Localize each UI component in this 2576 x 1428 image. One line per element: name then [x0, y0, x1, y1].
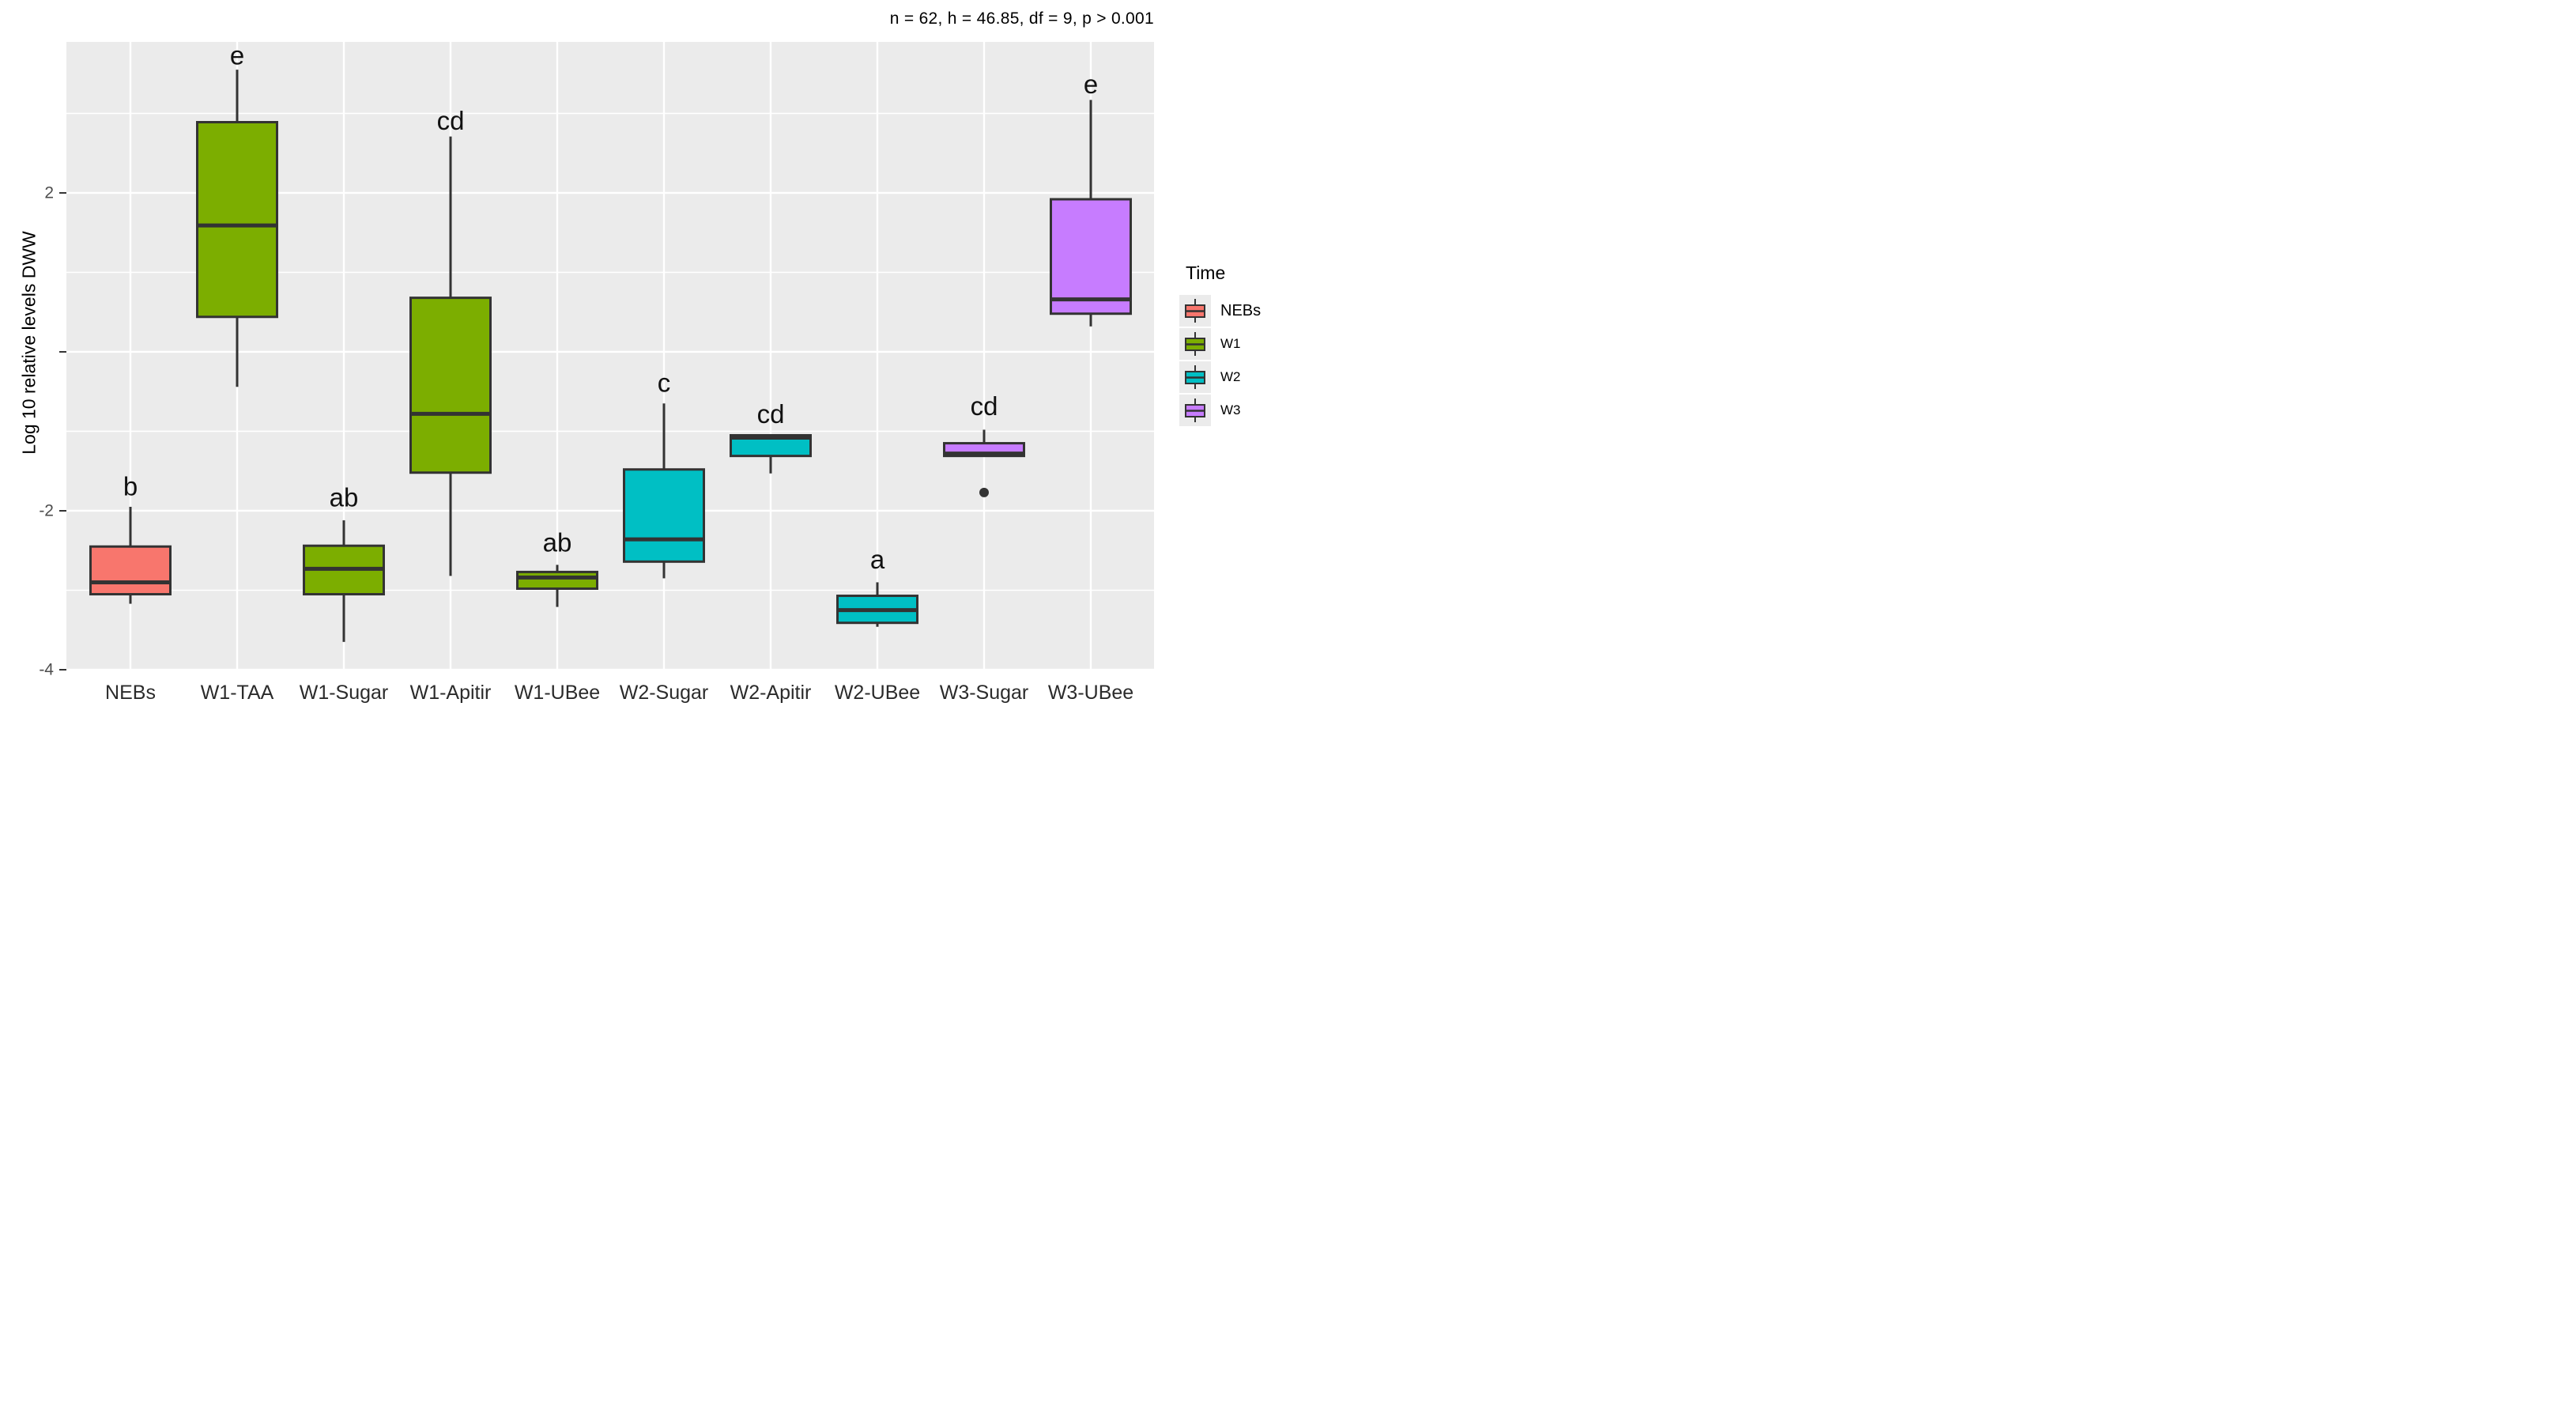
box-W2-Sugar [623, 468, 705, 563]
x-axis-label-W1-Apitir: W1-Apitir [410, 682, 492, 704]
x-axis-label-W1-TAA: W1-TAA [201, 682, 274, 704]
legend-key-glyph-W1 [1179, 328, 1211, 360]
y-tick-label: 2 [44, 183, 54, 202]
x-axis-label-W3-Sugar: W3-Sugar [940, 682, 1029, 704]
x-axis-label-W1-UBee: W1-UBee [515, 682, 600, 704]
significance-letter-W3-Sugar: cd [971, 391, 998, 421]
boxplot-chart: n = 62, h = 46.85, df = 9, p > 0.001 Log… [0, 0, 1288, 714]
outlier-point-W3-Sugar [979, 487, 989, 497]
significance-letter-W2-Sugar: c [658, 368, 671, 398]
x-axis-label-W3-UBee: W3-UBee [1048, 682, 1133, 704]
significance-letter-W1-Apitir: cd [437, 106, 465, 135]
legend-key-glyph-NEBs [1179, 295, 1211, 327]
legend-entry-W3: W3 [1179, 395, 1287, 426]
legend-key-glyph-W2 [1179, 361, 1211, 393]
x-axis-label-NEBs: NEBs [105, 682, 156, 704]
plot-area: 2 -2 -4 b NEBs e W1-TAA ab W1-Sugar cd W1-Apitir ab… [39, 41, 1154, 704]
x-axis-label-W1-Sugar: W1-Sugar [300, 682, 389, 704]
box-W3-UBee [1050, 198, 1132, 315]
stats-annotation: n = 62, h = 46.85, df = 9, p > 0.001 [889, 9, 1154, 28]
legend-label-W2: W2 [1220, 369, 1241, 384]
legend-entry-NEBs: NEBs [1179, 295, 1287, 327]
significance-letter-W1-Sugar: ab [330, 482, 359, 512]
box-W1-Apitir [409, 297, 492, 474]
significance-letter-NEBs: b [123, 471, 138, 501]
x-axis-label-W2-Apitir: W2-Apitir [730, 682, 812, 704]
legend: Time NEBs W1 W2 W3 [1179, 263, 1287, 428]
box-NEBs [89, 545, 172, 596]
legend-key-glyph-W3 [1179, 395, 1211, 426]
legend-entry-W2: W2 [1179, 361, 1287, 393]
y-tick-label: -2 [39, 501, 54, 519]
significance-letter-W2-Apitir: cd [757, 399, 785, 429]
legend-entry-W1: W1 [1179, 328, 1287, 360]
legend-label-W1: W1 [1220, 336, 1241, 351]
legend-title: Time [1186, 263, 1226, 283]
box-W1-UBee [516, 570, 598, 590]
x-axis-label-W2-Sugar: W2-Sugar [620, 682, 709, 704]
significance-letter-W1-UBee: ab [543, 528, 572, 557]
x-axis-label-W2-UBee: W2-UBee [835, 682, 920, 704]
box-W1-TAA [196, 121, 278, 319]
legend-label-W3: W3 [1220, 402, 1241, 417]
legend-label-NEBs: NEBs [1220, 301, 1262, 319]
y-tick-label: -4 [39, 661, 54, 679]
significance-letter-W2-UBee: a [870, 545, 885, 574]
significance-letter-W1-TAA: e [230, 41, 244, 70]
significance-letter-W3-UBee: e [1084, 70, 1098, 99]
